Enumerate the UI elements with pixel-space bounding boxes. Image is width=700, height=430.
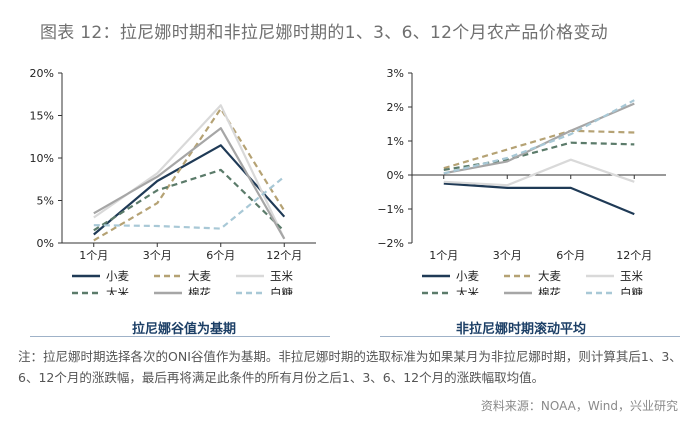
- right-title-underline: [380, 336, 680, 337]
- left-x-tick-label: 12个月: [266, 249, 302, 262]
- right-legend-label: 大麦: [538, 269, 561, 283]
- right-legend-label: 大米: [456, 286, 479, 295]
- left-x-tick-label: 3个月: [143, 249, 172, 262]
- right-y-tick-label: 2%: [387, 101, 404, 114]
- right-series-line-棉花: [443, 102, 635, 175]
- left-title-underline: [30, 336, 330, 337]
- right-y-tick-label: 1%: [387, 135, 404, 148]
- left-series-line-白糖: [93, 175, 285, 230]
- left-legend-label: 白糖: [270, 286, 293, 295]
- right-legend-label: 白糖: [620, 286, 643, 295]
- left-series-line-小麦: [93, 144, 286, 236]
- left-legend-label: 棉花: [188, 286, 211, 295]
- left-legend-label: 玉米: [270, 269, 293, 283]
- footnote: 注：拉尼娜时期选择各次的ONI谷值作为基期。非拉尼娜时期的选取标准为如果某月为非…: [18, 349, 682, 385]
- left-y-tick-label: 0%: [37, 237, 54, 250]
- left-y-tick-label: 15%: [30, 110, 54, 123]
- right-legend-label: 小麦: [456, 269, 479, 283]
- right-y-tick-label: −2%: [377, 237, 404, 250]
- left-series-line-大麦: [93, 107, 286, 242]
- figure-title: 图表 12：拉尼娜时期和非拉尼娜时期的1、3、6、12个月农产品价格变动: [40, 23, 608, 43]
- right-x-tick-label: 12个月: [616, 249, 652, 262]
- right-chart-title: 非拉尼娜时期滚动平均: [456, 322, 587, 337]
- left-series-line-玉米: [93, 104, 286, 240]
- right-series-line-小麦: [443, 182, 635, 216]
- left-y-tick-label: 10%: [30, 152, 54, 165]
- right-y-tick-label: 0%: [387, 169, 404, 182]
- right-legend-label: 棉花: [538, 286, 561, 295]
- left-series-line-棉花: [93, 127, 286, 240]
- left-series-line-大米: [93, 168, 286, 232]
- right-series-line-玉米: [443, 158, 635, 187]
- left-legend-label: 大米: [106, 286, 129, 295]
- right-y-tick-label: −1%: [377, 203, 404, 216]
- right-x-tick-label: 1个月: [429, 249, 458, 262]
- left-y-tick-label: 20%: [30, 67, 54, 80]
- right-series-line-大麦: [443, 129, 635, 170]
- left-x-tick-label: 1个月: [79, 249, 108, 262]
- left-x-tick-label: 6个月: [206, 249, 235, 262]
- right-x-tick-label: 6个月: [556, 249, 585, 262]
- right-x-tick-label: 3个月: [493, 249, 522, 262]
- right-legend-label: 玉米: [620, 269, 643, 283]
- left-legend-label: 小麦: [106, 269, 129, 283]
- left-y-tick-label: 5%: [37, 195, 54, 208]
- source-note: 资料来源：NOAA，Wind，兴业研究: [480, 399, 678, 413]
- left-legend-label: 大麦: [188, 269, 211, 283]
- right-y-tick-label: 3%: [387, 67, 404, 80]
- left-chart-title: 拉尼娜谷值为基期: [132, 322, 237, 337]
- right-series-line-白糖: [443, 99, 635, 175]
